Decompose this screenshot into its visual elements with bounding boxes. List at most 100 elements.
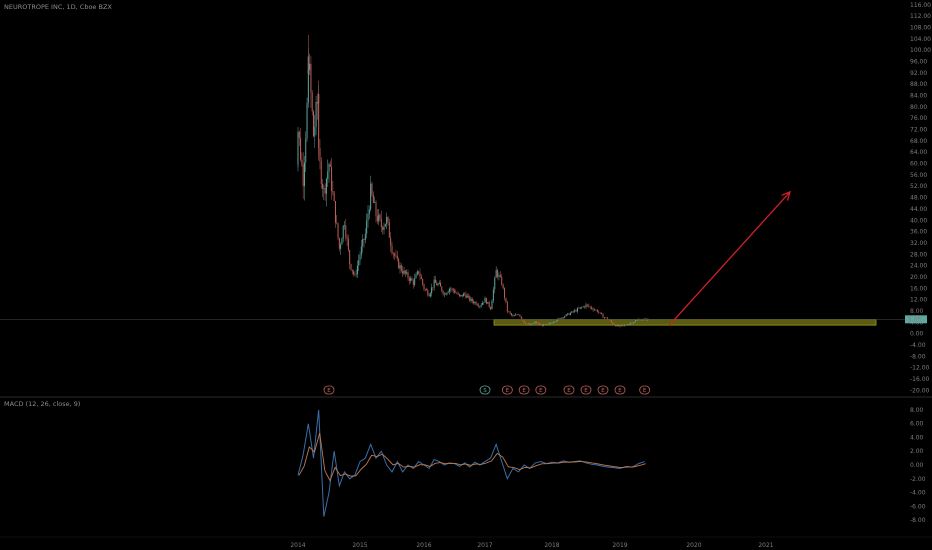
y-tick-label: 0.00: [910, 331, 924, 338]
x-tick-label: 2016: [416, 542, 431, 549]
candle-body: [621, 325, 623, 326]
candle-body: [558, 318, 560, 319]
candle-body: [494, 277, 496, 290]
earnings-marker[interactable]: E: [501, 385, 513, 395]
candle-body: [347, 238, 349, 251]
support-zone-rect[interactable]: [493, 319, 877, 326]
split-marker[interactable]: S: [479, 385, 491, 395]
candle-body: [625, 325, 627, 326]
candle-body: [419, 273, 421, 277]
earnings-marker[interactable]: E: [535, 385, 547, 395]
price-pane[interactable]: 116.00 112.00 108.00 104.00 100.00 96.00 92.00…: [0, 2, 931, 395]
candle-body: [485, 298, 487, 304]
earnings-marker[interactable]: E: [580, 385, 592, 395]
candle-body: [497, 270, 499, 277]
candle-body: [565, 314, 567, 317]
y-tick-label: 68.00: [910, 138, 927, 145]
earnings-marker[interactable]: E: [518, 385, 530, 395]
y-tick-label: 64.00: [910, 149, 927, 156]
candle-body: [359, 255, 361, 261]
candle-body: [484, 298, 486, 303]
candle-body: [450, 288, 452, 290]
candle-body: [557, 318, 559, 321]
candle-body: [378, 214, 380, 222]
candle-body: [314, 126, 316, 137]
candle-body: [437, 283, 439, 286]
candle-body: [504, 288, 506, 298]
candle-body: [383, 226, 385, 230]
candle-body: [545, 324, 547, 325]
candle-body: [313, 111, 314, 137]
candle-body: [412, 280, 414, 285]
y-tick-label: 112.00: [910, 13, 931, 20]
candle-body: [375, 202, 377, 217]
candle-body: [382, 226, 384, 230]
svg-text:E: E: [643, 388, 647, 394]
earnings-marker[interactable]: E: [639, 385, 651, 395]
candle-body: [630, 322, 632, 324]
candle-body: [513, 315, 515, 317]
svg-text:S: S: [483, 388, 487, 394]
svg-text:E: E: [539, 388, 543, 394]
candle-body: [445, 293, 447, 295]
candle-body: [624, 325, 626, 326]
y-tick-label: -4.00: [910, 342, 926, 349]
y-tick-label: 44.00: [910, 206, 927, 213]
candle-body: [483, 302, 485, 303]
candle-body: [599, 312, 601, 313]
arrow-shaft: [668, 191, 791, 326]
candle-body: [452, 288, 454, 291]
candle-body: [560, 318, 561, 319]
candle-body: [585, 304, 587, 308]
candle-body: [591, 307, 593, 309]
candle-body: [567, 313, 569, 315]
candle-body: [404, 270, 406, 274]
candle-body: [609, 319, 611, 321]
candle-body: [574, 310, 576, 312]
macd-pane[interactable]: MACD (12, 26, close, 9) 8.00 6.00 4.00 2.00…: [4, 400, 926, 524]
earnings-marker[interactable]: E: [597, 385, 609, 395]
time-axis[interactable]: 2014 2015 2016 2017 2018 2019 2020 2021: [0, 536, 932, 549]
svg-text:E: E: [601, 388, 605, 394]
candle-body: [331, 166, 333, 191]
last-price-badge-text: 5.05: [908, 316, 922, 323]
candle-body: [363, 239, 365, 241]
candle-body: [394, 253, 396, 256]
candle-body: [588, 305, 590, 307]
candle-body: [355, 274, 357, 275]
candle-body: [492, 289, 494, 301]
candle-body: [427, 290, 429, 296]
candle-body: [509, 311, 511, 314]
candle-body: [336, 222, 338, 224]
candle-body: [641, 319, 643, 321]
candle-body: [303, 162, 305, 187]
earnings-marker[interactable]: E: [614, 385, 626, 395]
candle-body: [451, 288, 453, 290]
y-tick-label: 80.00: [910, 104, 927, 111]
candle-body: [538, 323, 540, 325]
candle-body: [575, 310, 577, 312]
earnings-marker[interactable]: E: [323, 385, 335, 395]
candle-body: [372, 194, 374, 203]
y-tick-label: -16.00: [910, 376, 930, 383]
y-tick-label: 84.00: [910, 93, 927, 100]
candle-body: [465, 293, 467, 298]
candle-body: [460, 294, 462, 296]
candle-body: [495, 270, 497, 278]
y-tick-label: 8.00: [910, 308, 924, 315]
candle-body: [440, 282, 442, 287]
svg-text:E: E: [506, 388, 510, 394]
macd-y-tick-label: 2.00: [910, 448, 924, 455]
candle-body: [358, 260, 360, 266]
projection-arrow[interactable]: [668, 190, 792, 326]
candle-body: [309, 63, 311, 70]
candle-body: [432, 287, 434, 288]
candle-body: [356, 265, 358, 275]
candle-body: [627, 325, 629, 326]
candle-body: [399, 265, 401, 269]
candle-body: [433, 279, 435, 288]
earnings-marker[interactable]: E: [563, 385, 575, 395]
candle-body: [571, 311, 573, 313]
